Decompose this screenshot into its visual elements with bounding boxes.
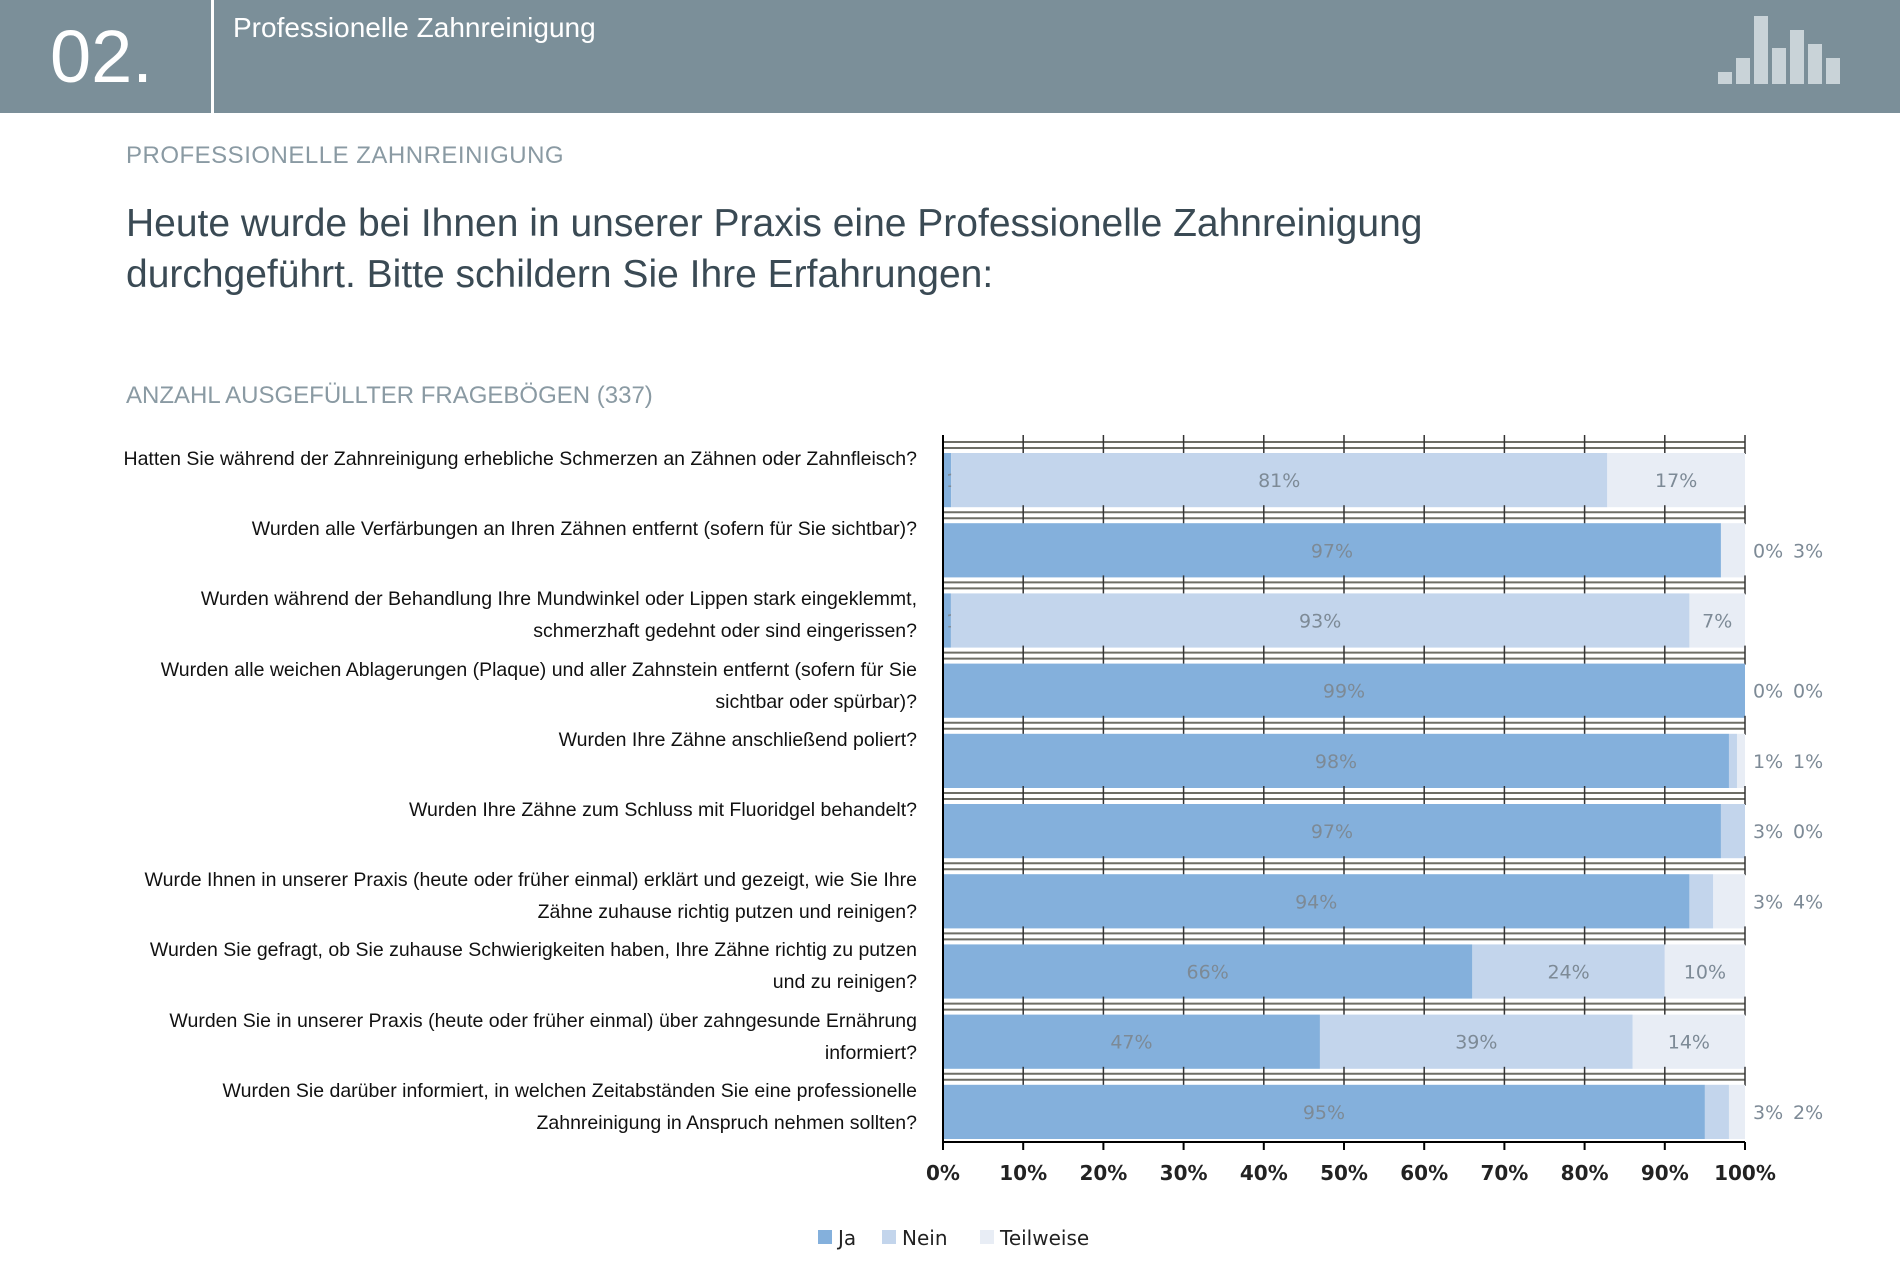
data-label: 97% (1311, 821, 1353, 843)
bar-teilweise (1664, 944, 1745, 999)
data-label: 0% (1753, 540, 1783, 562)
category-label: Wurden Ihre Zähne zum Schluss mit Fluori… (409, 799, 917, 821)
category-label: Wurden alle Verfärbungen an Ihren Zähnen… (251, 518, 917, 541)
data-label: 3% (1753, 1102, 1783, 1124)
bar-teilweise (1689, 593, 1745, 648)
question-text: Heute wurde bei Ihnen in unserer Praxis … (126, 202, 1423, 296)
data-label: 98% (1315, 751, 1357, 773)
x-tick-label: 30% (1160, 1161, 1208, 1185)
x-tick-label: 50% (1320, 1161, 1368, 1185)
bar-teilweise (1713, 874, 1745, 929)
category-label: Wurden Sie darüber informiert, in welche… (222, 1079, 917, 1134)
x-tick-label: 40% (1240, 1161, 1288, 1185)
data-label: 1% (1793, 751, 1823, 773)
data-label: 0% (1753, 681, 1783, 703)
bar-teilweise (1736, 733, 1745, 788)
bar-chart-logo-icon (1718, 16, 1840, 84)
bar-nein (950, 593, 1690, 648)
count-label: ANZAHL AUSGEFÜLLTER FRAGEBÖGEN (337) (126, 382, 653, 409)
header-bar: 02. Professionelle Zahnreinigung (0, 0, 1900, 113)
data-label: 3% (1753, 891, 1783, 913)
bar-teilweise (1632, 1014, 1745, 1069)
bar-ja (943, 453, 952, 508)
bar-nein (1704, 1084, 1729, 1139)
section-label: PROFESSIONELLE ZAHNREINIGUNG (126, 142, 565, 169)
bar-ja (943, 663, 1745, 718)
bar-ja (943, 1014, 1320, 1069)
bar-ja (943, 804, 1721, 859)
category-label: Wurde Ihnen in unserer Praxis (heute ode… (144, 869, 917, 924)
bar-teilweise (1607, 453, 1745, 508)
bar-nein (1689, 874, 1714, 929)
bar-nein (951, 453, 1608, 508)
header-divider (211, 0, 214, 113)
data-label: 99% (1323, 681, 1365, 703)
legend-label: Nein (902, 1226, 948, 1250)
bar-nein (1319, 1014, 1633, 1069)
data-label: 66% (1187, 962, 1229, 984)
data-label: 93% (1299, 611, 1341, 633)
data-label: 47% (1110, 1032, 1152, 1054)
bar-nein (1728, 733, 1737, 788)
header-title: Professionelle Zahnreinigung (233, 12, 596, 43)
x-tick-label: 90% (1641, 1161, 1689, 1185)
bar-ja (943, 874, 1690, 929)
category-label: Wurden Sie gefragt, ob Sie zuhause Schwi… (149, 939, 917, 994)
category-label: Wurden Ihre Zähne anschließend poliert? (558, 728, 917, 751)
bar-nein (1720, 804, 1745, 859)
data-label: 0% (1793, 821, 1823, 843)
x-tick-label: 10% (999, 1161, 1047, 1185)
bar-ja (943, 944, 1473, 999)
legend-swatch (980, 1230, 994, 1244)
category-label: Wurden alle weichen Ablagerungen (Plaque… (160, 658, 917, 713)
x-tick-label: 80% (1561, 1161, 1609, 1185)
data-label: 3% (1753, 821, 1783, 843)
data-label: 3% (1793, 540, 1823, 562)
data-label: 0% (1793, 681, 1823, 703)
data-label: 97% (1311, 540, 1353, 562)
x-tick-label: 60% (1400, 1161, 1448, 1185)
x-tick-label: 20% (1079, 1161, 1127, 1185)
legend-label: Ja (836, 1226, 856, 1250)
bar-teilweise (1728, 1084, 1745, 1139)
category-label: Wurden während der Behandlung Ihre Mundw… (200, 588, 917, 643)
bar-teilweise (1720, 523, 1745, 578)
data-label: 24% (1547, 962, 1589, 984)
data-label: 95% (1303, 1102, 1345, 1124)
bar-nein (1472, 944, 1665, 999)
legend-label: Teilweise (999, 1226, 1089, 1250)
legend-swatch (818, 1230, 832, 1244)
data-label: 10% (1684, 962, 1726, 984)
data-label: 1% (1753, 751, 1783, 773)
category-label: Wurden Sie in unserer Praxis (heute oder… (169, 1009, 917, 1064)
section-number: 02. (50, 15, 153, 98)
data-label: 2% (1793, 1102, 1823, 1124)
bar-ja (943, 733, 1729, 788)
x-tick-label: 100% (1714, 1161, 1776, 1185)
data-label: 39% (1455, 1032, 1497, 1054)
x-tick-label: 70% (1480, 1161, 1528, 1185)
data-label: 14% (1668, 1032, 1710, 1054)
data-label: 7% (1702, 611, 1732, 633)
legend-swatch (882, 1230, 896, 1244)
data-label: 4% (1793, 891, 1823, 913)
category-label: Hatten Sie während der Zahnreinigung erh… (123, 448, 918, 470)
bar-ja (943, 593, 951, 648)
x-tick-label: 0% (926, 1161, 960, 1185)
data-label: 94% (1295, 891, 1337, 913)
bar-ja (943, 523, 1721, 578)
data-label: 17% (1655, 470, 1697, 492)
bar-ja (943, 1084, 1705, 1139)
data-label: 81% (1258, 470, 1300, 492)
